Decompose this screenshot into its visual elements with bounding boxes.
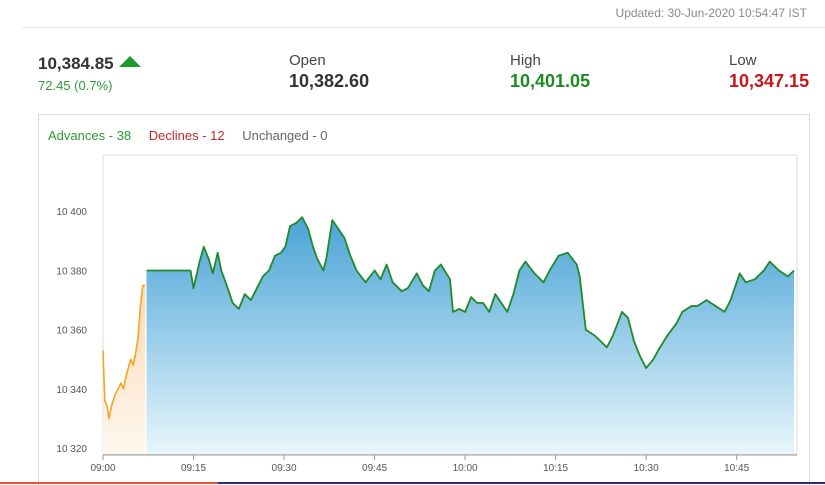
pre-open-area [103,285,146,454]
high-label: High [510,52,541,69]
up-arrow-icon [118,56,141,67]
market-line [146,216,795,369]
high-value: 10,401.05 [510,71,591,91]
declines-count: Declines - 12 [148,128,225,143]
y-tick-label: 10 380 [56,266,87,277]
header-divider [22,27,825,28]
x-tick-label: 09:30 [272,463,297,474]
last-price-block: 10,384.85 72.45 (0.7%) [38,54,141,93]
advances-count: Advances - 38 [48,128,132,143]
x-tick-label: 10:00 [453,463,478,474]
price-change: 72.45 (0.7%) [38,78,113,93]
open-value: 10,382.60 [289,71,370,91]
y-tick-label: 10 320 [56,444,87,455]
open-stat: Open 10,382.60 [289,52,369,92]
low-stat: Low 10,347.15 [729,52,809,92]
high-stat: High 10,401.05 [510,52,590,92]
last-updated-timestamp: Updated: 30-Jun-2020 10:54:47 IST [615,6,807,20]
x-tick-label: 10:15 [543,463,568,474]
last-price: 10,384.85 [38,54,114,73]
x-tick-label: 09:00 [90,463,115,474]
x-tick-label: 10:30 [634,463,659,474]
y-tick-label: 10 400 [56,207,87,218]
open-label: Open [289,52,326,69]
x-tick-label: 09:45 [362,463,387,474]
y-tick-label: 10 340 [56,385,87,396]
pre-open-line [102,284,146,420]
bottom-accent-bar [0,482,218,484]
market-area [146,217,794,454]
low-label: Low [729,52,757,69]
x-tick-label: 10:45 [724,463,749,474]
y-tick-label: 10 360 [56,326,87,337]
x-tick-label: 09:15 [181,463,206,474]
low-value: 10,347.15 [729,71,810,91]
unchanged-count: Unchanged - 0 [242,128,328,143]
bottom-accent-bar-2 [218,482,825,484]
market-breadth: Advances - 38 Declines - 12 Unchanged - … [48,128,342,143]
